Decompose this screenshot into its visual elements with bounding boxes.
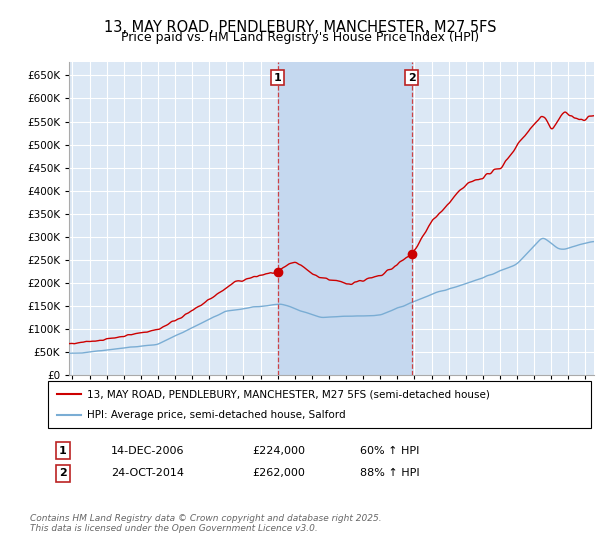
Text: £262,000: £262,000 [252,468,305,478]
Text: 13, MAY ROAD, PENDLEBURY, MANCHESTER, M27 5FS (semi-detached house): 13, MAY ROAD, PENDLEBURY, MANCHESTER, M2… [87,389,490,399]
Text: 88% ↑ HPI: 88% ↑ HPI [360,468,419,478]
Text: 13, MAY ROAD, PENDLEBURY, MANCHESTER, M27 5FS: 13, MAY ROAD, PENDLEBURY, MANCHESTER, M2… [104,20,496,35]
Text: 14-DEC-2006: 14-DEC-2006 [111,446,185,456]
Text: 2: 2 [407,73,415,82]
Text: 1: 1 [59,446,67,456]
Text: HPI: Average price, semi-detached house, Salford: HPI: Average price, semi-detached house,… [87,410,346,420]
Text: Contains HM Land Registry data © Crown copyright and database right 2025.
This d: Contains HM Land Registry data © Crown c… [30,514,382,533]
Text: 24-OCT-2014: 24-OCT-2014 [111,468,184,478]
Text: 1: 1 [274,73,281,82]
Bar [278,62,412,375]
Text: Price paid vs. HM Land Registry's House Price Index (HPI): Price paid vs. HM Land Registry's House … [121,31,479,44]
Text: 60% ↑ HPI: 60% ↑ HPI [360,446,419,456]
Text: £224,000: £224,000 [252,446,305,456]
Text: 2: 2 [59,468,67,478]
